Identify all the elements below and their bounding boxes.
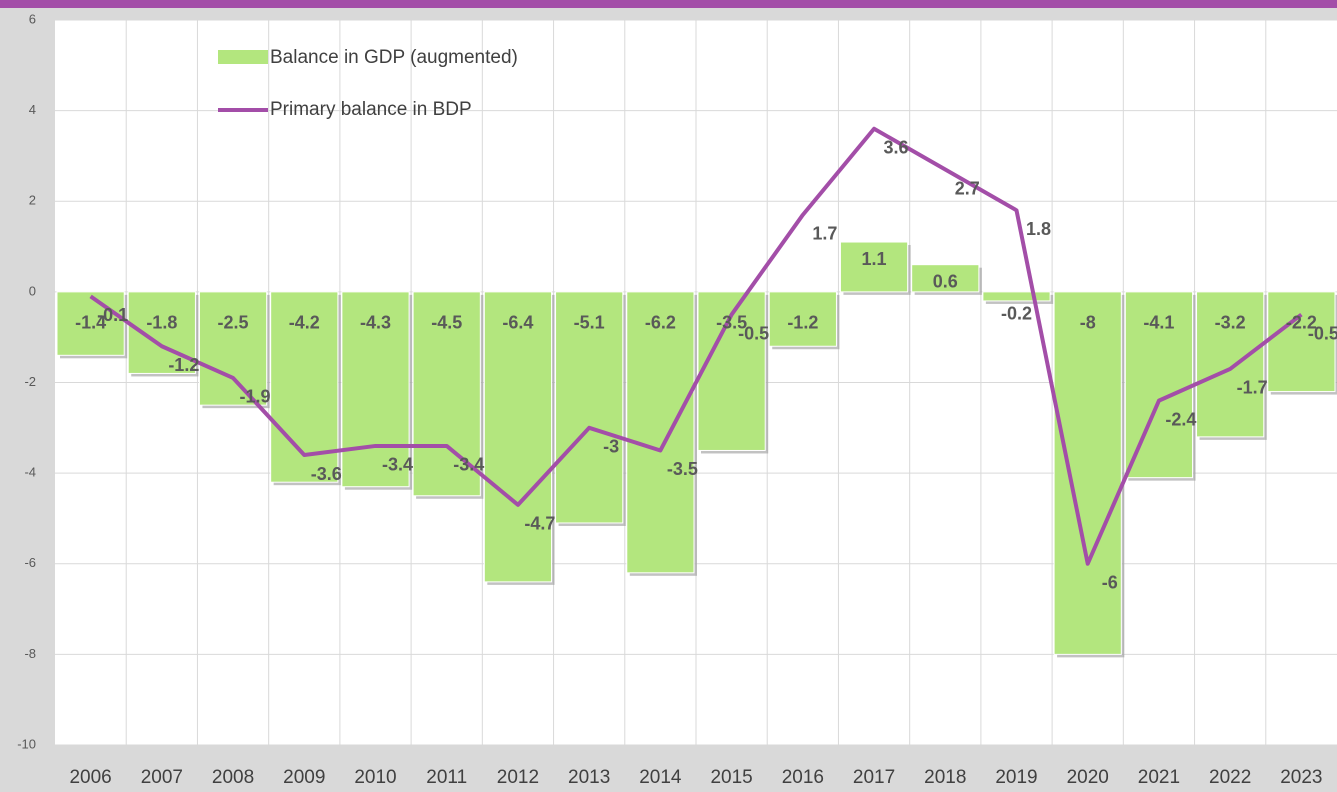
bar xyxy=(1267,291,1336,393)
bar xyxy=(626,291,695,574)
x-tick-label: 2022 xyxy=(1209,767,1251,788)
bar-data-label: -0.2 xyxy=(1001,304,1032,324)
bar-data-label: -4.2 xyxy=(289,313,320,333)
y-tick-label: 0 xyxy=(29,283,36,298)
x-tick-label: 2008 xyxy=(212,767,254,788)
bar xyxy=(1124,291,1194,479)
bar-data-label: -3.2 xyxy=(1215,313,1246,333)
x-tick-label: 2016 xyxy=(782,767,824,788)
legend-swatch xyxy=(218,50,268,64)
x-tick-label: 2017 xyxy=(853,767,895,788)
bar-data-label: -2.5 xyxy=(218,313,249,333)
bar-data-label: -2.2 xyxy=(1286,313,1317,333)
line-data-label: -4.7 xyxy=(524,514,555,534)
bar xyxy=(982,291,1051,302)
bar-data-label: -3.5 xyxy=(716,313,747,333)
bar xyxy=(555,291,624,524)
bar xyxy=(483,291,553,583)
y-tick-label: 4 xyxy=(29,102,36,117)
y-tick-label: 6 xyxy=(29,11,36,26)
bar-data-label: -1.2 xyxy=(787,313,818,333)
bar-data-label: -1.8 xyxy=(146,313,177,333)
x-tick-label: 2006 xyxy=(69,767,111,788)
x-tick-label: 2023 xyxy=(1280,767,1322,788)
y-tick-label: -4 xyxy=(24,465,36,480)
line-data-label: -3.5 xyxy=(667,459,698,479)
bar-data-label: -6.4 xyxy=(502,313,533,333)
y-tick-label: -2 xyxy=(24,374,36,389)
y-tick-label: 2 xyxy=(29,193,36,208)
line-data-label: -6 xyxy=(1102,573,1118,593)
line-data-label: 2.7 xyxy=(955,178,980,198)
bar-data-label: 1.1 xyxy=(862,249,887,269)
top-band xyxy=(0,0,1337,8)
bar xyxy=(341,291,410,488)
x-tick-label: 2019 xyxy=(995,767,1037,788)
bar-data-label: -8 xyxy=(1080,313,1096,333)
bar xyxy=(198,291,268,406)
legend-label: Balance in GDP (augmented) xyxy=(270,47,518,68)
bar-data-label: -4.1 xyxy=(1143,313,1174,333)
bar xyxy=(1053,291,1122,655)
line-data-label: -0.5 xyxy=(738,323,769,343)
line-data-label: -3.4 xyxy=(382,455,413,475)
line-data-label: -0.5 xyxy=(1308,323,1337,343)
line-data-label: -1.2 xyxy=(168,355,199,375)
x-tick-label: 2015 xyxy=(710,767,752,788)
y-tick-label: -6 xyxy=(24,555,36,570)
line-data-label: -2.4 xyxy=(1165,409,1196,429)
bar xyxy=(56,291,125,356)
x-tick-label: 2013 xyxy=(568,767,610,788)
x-tick-label: 2007 xyxy=(141,767,183,788)
x-tick-label: 2012 xyxy=(497,767,539,788)
line xyxy=(89,126,1303,566)
line-data-label: 1.7 xyxy=(812,224,837,244)
bar xyxy=(911,264,980,293)
line-data-label: -0.1 xyxy=(97,305,128,325)
bar xyxy=(839,241,909,293)
bar-data-label: -4.5 xyxy=(431,313,462,333)
line-data-label: -1.7 xyxy=(1237,378,1268,398)
line-data-label: -3.6 xyxy=(311,464,342,484)
x-tick-label: 2011 xyxy=(426,767,467,788)
x-tick-label: 2020 xyxy=(1067,767,1109,788)
bar-data-label: -6.2 xyxy=(645,313,676,333)
bar-data-label: 0.6 xyxy=(933,271,958,291)
bar xyxy=(768,291,837,347)
x-tick-label: 2018 xyxy=(924,767,966,788)
line-data-label: -1.9 xyxy=(240,387,271,407)
legend-label: Primary balance in BDP xyxy=(270,99,472,120)
line-data-label: 1.8 xyxy=(1026,219,1051,239)
y-tick-label: -10 xyxy=(17,736,36,751)
y-tick-label: -8 xyxy=(24,646,36,661)
line-data-label: -3.4 xyxy=(453,455,484,475)
x-tick-label: 2009 xyxy=(283,767,325,788)
bar xyxy=(1196,291,1265,438)
line-data-label: 3.6 xyxy=(884,138,909,158)
x-tick-label: 2010 xyxy=(354,767,396,788)
x-tick-label: 2014 xyxy=(639,767,682,788)
x-tick-label: 2021 xyxy=(1138,767,1180,788)
bar xyxy=(412,291,481,497)
bar-data-label: -1.4 xyxy=(75,313,106,333)
line-data-label: -3 xyxy=(603,437,619,457)
bar-data-label: -5.1 xyxy=(574,313,605,333)
bar-data-label: -4.3 xyxy=(360,313,391,333)
